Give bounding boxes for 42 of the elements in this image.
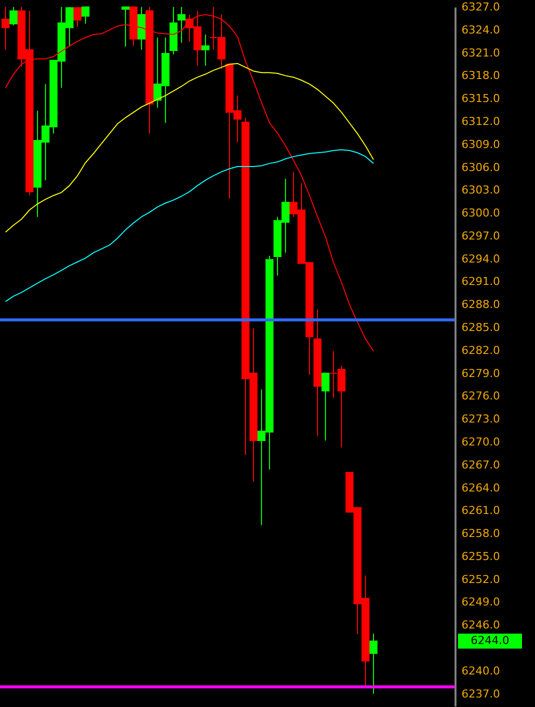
candlestick (10, 6, 18, 26)
y-tick-label: 6270.0 (462, 435, 500, 448)
y-tick-label: 6291.0 (462, 275, 500, 288)
y-tick-label: 6312.0 (462, 114, 500, 128)
y-tick-label: 6297.0 (462, 229, 500, 242)
y-tick-label: 6249.0 (462, 596, 500, 609)
y-tick-label: 6279.0 (462, 366, 500, 380)
candlestick (2, 6, 10, 50)
candlestick (178, 6, 186, 44)
y-tick-label: 6261.0 (462, 504, 500, 518)
y-tick-label: 6315.0 (462, 92, 500, 106)
y-tick-label: 6288.0 (462, 298, 500, 312)
y-tick-label: 6294.0 (462, 252, 500, 266)
candlestick (202, 34, 210, 66)
y-tick-label: 6240.0 (462, 664, 500, 678)
y-tick-label: 6246.0 (462, 618, 500, 632)
y-tick-label: 6273.0 (462, 412, 500, 426)
y-tick-label: 6324.0 (462, 23, 500, 36)
y-tick-label: 6264.0 (462, 481, 500, 494)
y-tick-label: 6321.0 (462, 46, 500, 60)
candlestick (122, 6, 130, 48)
line-series (5, 62, 374, 233)
y-tick-label: 6252.0 (462, 572, 500, 586)
candlestick (82, 6, 90, 24)
y-tick-label: 6258.0 (462, 527, 500, 540)
y-tick-label: 6327.0 (462, 0, 500, 14)
line-series (5, 149, 374, 302)
y-tick-label: 6237.0 (462, 687, 500, 700)
y-tick-label: 6303.0 (462, 184, 500, 197)
candlestick (370, 633, 378, 694)
text: 6244.0 (470, 634, 510, 648)
y-tick-label: 6285.0 (462, 321, 500, 334)
y-tick-label: 6276.0 (462, 390, 500, 403)
y-tick-label: 6318.0 (462, 69, 500, 82)
y-tick-label: 6282.0 (462, 344, 500, 357)
y-tick-label: 6309.0 (462, 138, 500, 151)
y-tick-label: 6300.0 (462, 206, 500, 220)
y-tick-label: 6255.0 (462, 550, 500, 563)
y-tick-label: 6267.0 (462, 458, 500, 472)
y-tick-label: 6306.0 (462, 160, 500, 174)
candlestick (322, 372, 330, 441)
candlestick (74, 6, 82, 28)
